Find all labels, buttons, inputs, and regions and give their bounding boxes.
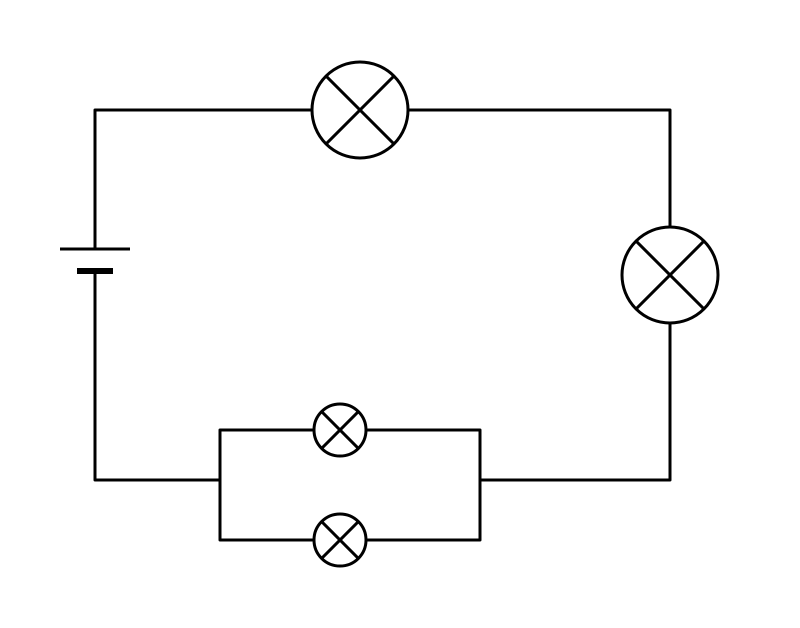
wire-w-par-join-l-up xyxy=(220,430,314,480)
wire-w-right-down xyxy=(480,323,670,480)
lamp-parallel-bot xyxy=(314,514,366,566)
circuit-diagram xyxy=(0,0,800,628)
lamp-parallel-top xyxy=(314,404,366,456)
wire-w-bottom-left xyxy=(95,271,220,480)
wire-w-par-split-r-dn xyxy=(366,480,480,540)
wire-w-par-join-l-dn xyxy=(220,480,314,540)
wires-group xyxy=(95,110,670,540)
lamp-top xyxy=(312,62,408,158)
wire-w-top-right xyxy=(408,110,670,227)
lamp-right xyxy=(622,227,718,323)
wire-w-top-left xyxy=(95,110,312,249)
lamps-group xyxy=(312,62,718,566)
wire-w-par-split-r-up xyxy=(366,430,480,480)
battery-symbol xyxy=(60,249,130,271)
